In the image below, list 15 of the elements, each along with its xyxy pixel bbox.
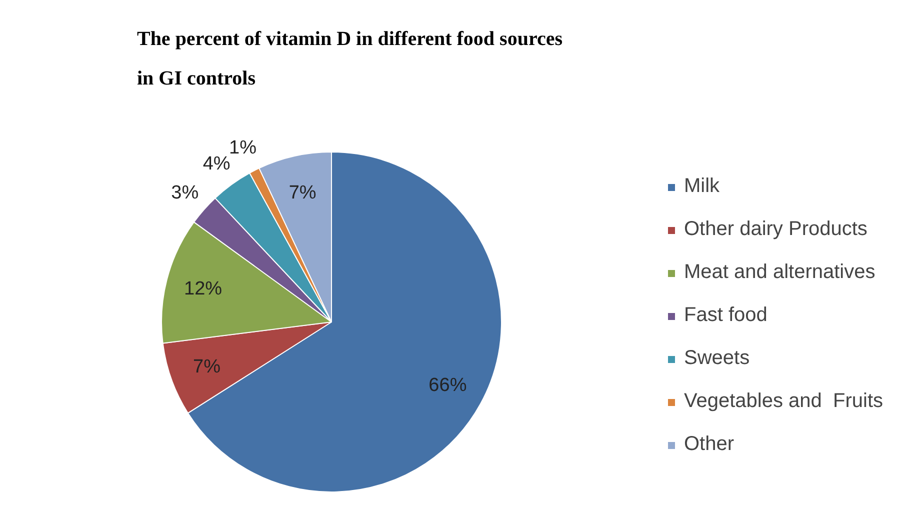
data-label: 3%: [171, 182, 199, 204]
data-label: 7%: [193, 356, 221, 378]
legend-label: Fast food: [684, 304, 768, 327]
data-label: 1%: [229, 138, 257, 159]
legend-label: Vegetables and Fruits: [684, 390, 884, 413]
data-label: 4%: [202, 154, 230, 175]
data-label: 12%: [184, 278, 222, 300]
legend-label: Other dairy Products: [684, 218, 868, 241]
legend-label: Meat and alternatives: [684, 261, 876, 284]
data-label: 7%: [288, 182, 316, 204]
chart-title: The percent of vitamin D in different food sources in GI controls: [136, 28, 563, 90]
legend-label: Milk: [684, 175, 720, 198]
legend-label: Other: [684, 433, 734, 456]
legend-label: Sweets: [684, 347, 750, 370]
data-label: 66%: [428, 375, 467, 396]
